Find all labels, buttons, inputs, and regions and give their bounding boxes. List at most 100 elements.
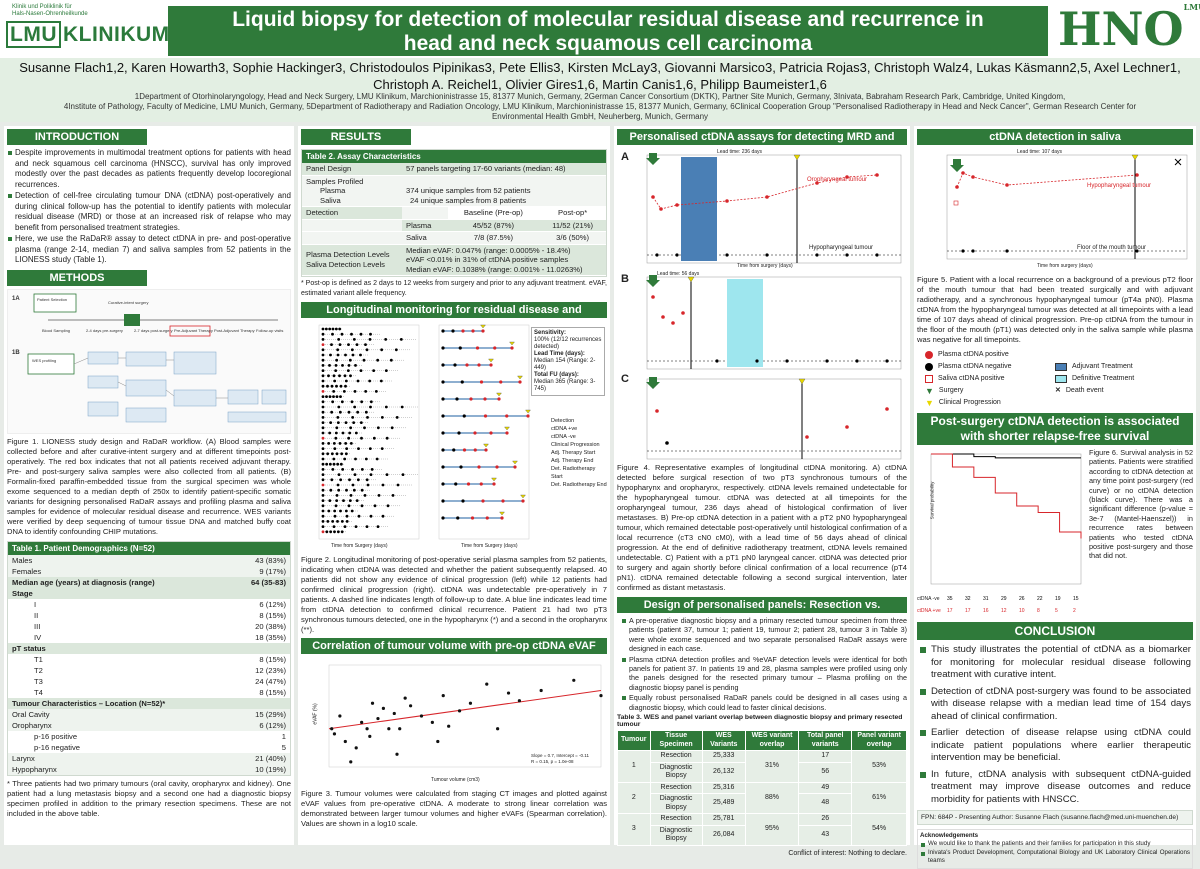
samples-saliva-value: 24 unique samples from 8 patients — [410, 195, 527, 205]
t2-value: Median eVAF: 0.047% (range: 0.0005% - 18… — [402, 244, 606, 276]
sample-point — [357, 447, 360, 450]
table3-title: Table 3. WES and panel variant overlap b… — [617, 714, 903, 729]
table3-cell: 2 — [617, 781, 651, 815]
table3-cell: 48 — [798, 793, 853, 815]
sample-point — [321, 332, 325, 336]
blood-label: Blood Sampling — [42, 328, 70, 333]
sample-point — [350, 509, 354, 513]
sample-point — [336, 421, 340, 424]
sdl-value: Median eVAF: 0.1038% (range: 0.001% - 11… — [406, 264, 583, 274]
saliva-frame — [946, 154, 1188, 260]
survival-heading: Post-surgery ctDNA detection is associat… — [917, 413, 1193, 445]
swimmer-plot — [318, 324, 531, 540]
t2-value: 57 panels targeting 17-60 variants (medi… — [402, 163, 606, 176]
sample-point — [441, 363, 445, 367]
sample-point — [360, 400, 364, 404]
sample-point — [369, 400, 373, 404]
sample-point — [333, 530, 336, 534]
conflict-of-interest: Conflict of interest: Nothing to declare… — [788, 849, 907, 857]
scatter-point — [436, 739, 440, 744]
scatter-point — [376, 716, 380, 721]
sample-point — [368, 447, 372, 450]
corr-stats: Slope = 0.7, Intercept = -0.11 R = 0.15, … — [531, 753, 589, 765]
patient-selection-box — [33, 293, 77, 312]
sample-point — [326, 520, 330, 523]
row-label: T2 — [34, 665, 43, 675]
scatter-point — [395, 752, 399, 756]
personalised-heading: Personalised ctDNA assays for detecting … — [617, 129, 907, 159]
intro-bullet: Here, we use the RaDaR® assay to detect … — [7, 234, 291, 266]
scatter-point — [387, 727, 391, 731]
sample-point — [321, 343, 325, 346]
series-point — [675, 253, 679, 257]
sample-point — [479, 380, 484, 384]
sample-point — [353, 405, 357, 409]
sample-point — [332, 395, 335, 398]
sample-point — [347, 410, 351, 414]
conclusion-bullet: In future, ctDNA analysis with subsequen… — [919, 769, 1191, 807]
sample-point — [441, 516, 445, 520]
sample-point — [495, 465, 499, 469]
scatter-point — [409, 704, 413, 708]
table1-grid: Males 43 (83%) Females 9 (17%) Median age (y… — [8, 554, 290, 775]
km-ylabel: Survival probability — [929, 481, 935, 520]
lead-value: Median 154 (Range: 2-449) — [534, 358, 596, 371]
series-point — [659, 207, 663, 211]
longitudinal-heading: Longitudinal monitoring for residual dis… — [301, 302, 607, 332]
scatter-point — [403, 696, 407, 700]
risk-count-neg: 31 — [983, 596, 989, 602]
km-frame — [930, 453, 1082, 585]
row-label: pT status — [8, 642, 231, 654]
legend-label: Surgery — [938, 387, 964, 394]
sample-point — [337, 405, 341, 409]
table3-cell: 53% — [851, 750, 907, 783]
progression-triangle — [798, 378, 806, 385]
sample-point — [331, 468, 335, 471]
row-label: IV — [34, 632, 42, 642]
scatter-point — [398, 727, 402, 731]
legend-label: Plasma ctDNA positive — [938, 351, 1009, 358]
sample-point — [365, 478, 369, 482]
stats2: R = 0.15, p = 1.0e-08 — [531, 759, 574, 764]
sample-point — [334, 436, 338, 440]
postop-header: Post-op* — [539, 206, 606, 220]
ctdna-panels — [646, 153, 902, 460]
row-label: T4 — [34, 687, 43, 697]
sample-point — [473, 448, 477, 452]
series-point — [971, 175, 975, 179]
series-point — [815, 181, 819, 185]
risk-count-pos: 2 — [1073, 608, 1076, 614]
series-point — [671, 321, 675, 325]
row-value: 10 (19%) — [230, 763, 290, 775]
sample-point — [338, 410, 342, 414]
table-row: Hypopharynx 10 (19%) — [8, 763, 290, 775]
sample-point — [369, 473, 373, 476]
logo-line1: Klinik und Poliklinik für — [12, 4, 72, 10]
methods-diagram: 1A Patient Selection Curative-intent sur… — [12, 293, 287, 422]
sample-point — [364, 410, 368, 414]
sample-point — [483, 397, 487, 401]
sample-point — [349, 494, 353, 497]
sample-point — [340, 530, 344, 534]
sample-point — [335, 395, 339, 398]
sample-point — [344, 379, 348, 383]
table3-header: Tissue Specimen — [649, 730, 703, 752]
sample-point — [344, 353, 347, 357]
sample-point — [368, 338, 372, 341]
xlabel-left: Time from Surgery (days) — [331, 543, 388, 549]
sample-point — [341, 431, 345, 435]
det-plasma-label: Plasma — [402, 219, 448, 232]
sample-point — [359, 332, 363, 336]
sample-point — [350, 332, 353, 336]
saliva-hypo-label: Hypopharyngeal tumour — [1087, 183, 1152, 189]
sample-point — [336, 530, 340, 534]
title-line1: Liquid biopsy for detection of molecular… — [232, 8, 984, 31]
sample-point — [345, 447, 349, 450]
longitudinal-stats: Sensitivity: 100% (12/12 recurrences det… — [531, 327, 605, 396]
sample-point — [359, 353, 362, 357]
sample-point — [441, 499, 445, 503]
panel-b-label: B — [621, 273, 629, 285]
sample-point — [321, 478, 325, 482]
scatter-point — [517, 699, 521, 703]
poster-title: Liquid biopsy for detection of molecular… — [168, 6, 1048, 56]
